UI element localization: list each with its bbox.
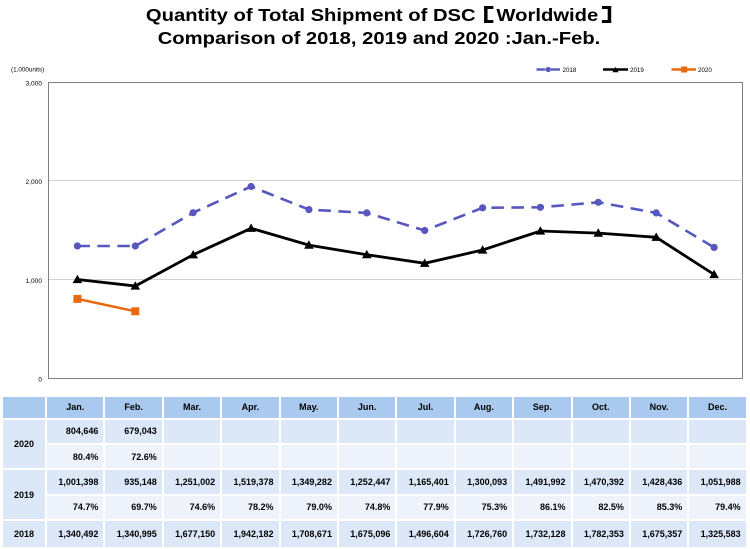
svg-text:1,000: 1,000 [25, 278, 42, 285]
svg-text:(1,000units): (1,000units) [11, 67, 44, 74]
svg-text:3,000: 3,000 [25, 81, 42, 88]
svg-text:2,000: 2,000 [25, 179, 42, 186]
svg-text:2020: 2020 [698, 67, 712, 74]
svg-text:2019: 2019 [630, 67, 644, 74]
svg-text:0: 0 [38, 377, 42, 384]
svg-text:2018: 2018 [563, 67, 577, 74]
